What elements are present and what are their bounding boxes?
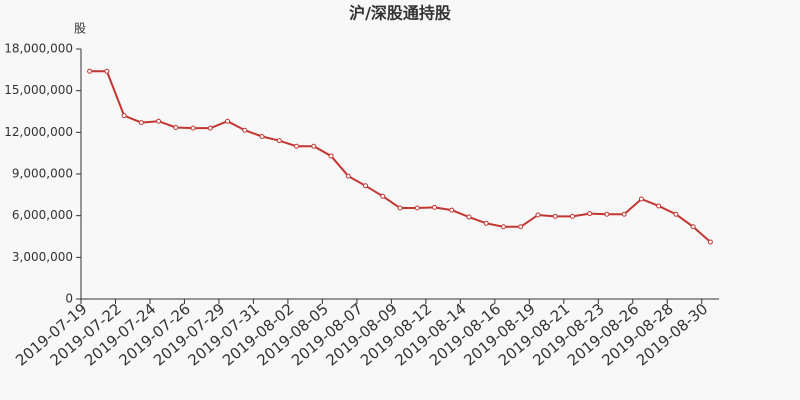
point xyxy=(587,211,593,217)
point xyxy=(87,68,93,74)
y-tick-label: 9,000,000 xyxy=(12,167,73,181)
point xyxy=(673,211,679,217)
y-tick-label: 6,000,000 xyxy=(12,208,73,222)
point xyxy=(225,118,231,124)
point xyxy=(294,143,300,149)
point xyxy=(638,196,644,202)
point xyxy=(328,153,334,159)
point xyxy=(276,138,282,144)
y-tick-label: 18,000,000 xyxy=(4,42,73,56)
y-tick-label: 12,000,000 xyxy=(4,125,73,139)
point xyxy=(656,203,662,209)
point xyxy=(345,173,351,179)
point xyxy=(207,125,213,131)
point xyxy=(397,205,403,211)
point xyxy=(690,224,696,230)
point xyxy=(569,213,575,219)
point xyxy=(156,118,162,124)
point xyxy=(104,68,110,74)
y-tick-label: 15,000,000 xyxy=(4,83,73,97)
point xyxy=(621,211,627,217)
point xyxy=(138,120,144,126)
point xyxy=(414,205,420,211)
point xyxy=(449,207,455,213)
point xyxy=(483,220,489,226)
point xyxy=(380,193,386,199)
point xyxy=(604,211,610,217)
y-tick-label: 0 xyxy=(65,292,73,306)
point xyxy=(707,239,713,245)
point xyxy=(259,134,265,139)
point xyxy=(466,214,472,220)
point xyxy=(311,143,317,149)
point xyxy=(363,183,369,189)
y-tick-label: 3,000,000 xyxy=(12,250,73,264)
point xyxy=(431,204,437,210)
chart-title: 沪/深股通持股 xyxy=(349,4,452,23)
point xyxy=(535,212,541,218)
point xyxy=(242,127,248,133)
point xyxy=(500,224,506,230)
point xyxy=(121,113,127,119)
point xyxy=(190,125,196,131)
point xyxy=(173,124,179,130)
point xyxy=(518,224,524,230)
y-axis-label: 股 xyxy=(74,22,86,36)
point xyxy=(552,213,558,219)
